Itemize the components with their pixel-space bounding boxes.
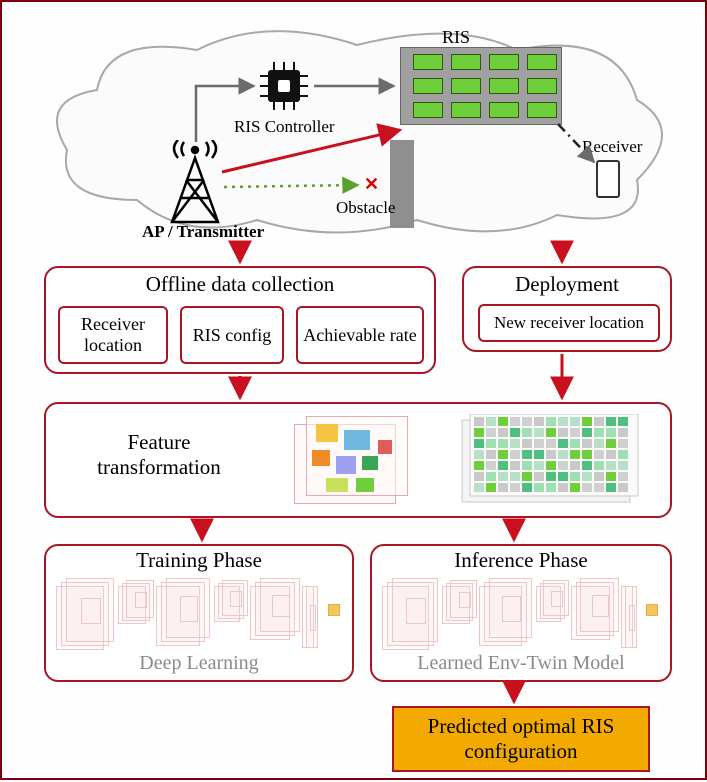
deployment-title: Deployment bbox=[464, 272, 670, 297]
feature-box: Feature transformation bbox=[44, 402, 672, 518]
transmitter-label: AP / Transmitter bbox=[142, 222, 264, 242]
blocked-path-x: ✕ bbox=[364, 174, 379, 195]
inference-nn-icon bbox=[382, 576, 664, 652]
output-text: Predicted optimal RIS configuration bbox=[428, 714, 615, 763]
offline-title: Offline data collection bbox=[46, 272, 434, 297]
training-nn-icon bbox=[56, 576, 346, 652]
feature-grid-2 bbox=[456, 414, 646, 510]
output-box: Predicted optimal RIS configuration bbox=[392, 706, 650, 772]
offline-box: Offline data collection Receiver locatio… bbox=[44, 266, 436, 374]
inference-title: Inference Phase bbox=[372, 548, 670, 573]
receiver-icon bbox=[596, 160, 620, 198]
feature-title: Feature transformation bbox=[74, 430, 244, 480]
ris-panel bbox=[400, 47, 562, 125]
training-subtitle: Deep Learning bbox=[46, 652, 352, 675]
ris-controller-label: RIS Controller bbox=[234, 117, 335, 137]
receiver-label: Receiver bbox=[582, 137, 642, 157]
deployment-box: Deployment New receiver location bbox=[462, 266, 672, 352]
inference-subtitle: Learned Env-Twin Model bbox=[372, 652, 670, 675]
inference-box: Inference Phase Learned Env-Twin Model bbox=[370, 544, 672, 682]
obstacle-label: Obstacle bbox=[336, 198, 395, 218]
ris-label: RIS bbox=[442, 27, 470, 48]
offline-item-rate: Achievable rate bbox=[296, 306, 424, 364]
transmitter-icon bbox=[160, 140, 230, 225]
offline-item-ris: RIS config bbox=[180, 306, 284, 364]
diagram-frame: RIS RIS Controller bbox=[0, 0, 707, 780]
ris-controller-icon bbox=[260, 62, 308, 110]
feature-grid-1 bbox=[286, 416, 416, 508]
training-box: Training Phase Deep Learning bbox=[44, 544, 354, 682]
offline-item-receiver: Receiver location bbox=[58, 306, 168, 364]
training-title: Training Phase bbox=[46, 548, 352, 573]
deployment-item: New receiver location bbox=[478, 304, 660, 342]
